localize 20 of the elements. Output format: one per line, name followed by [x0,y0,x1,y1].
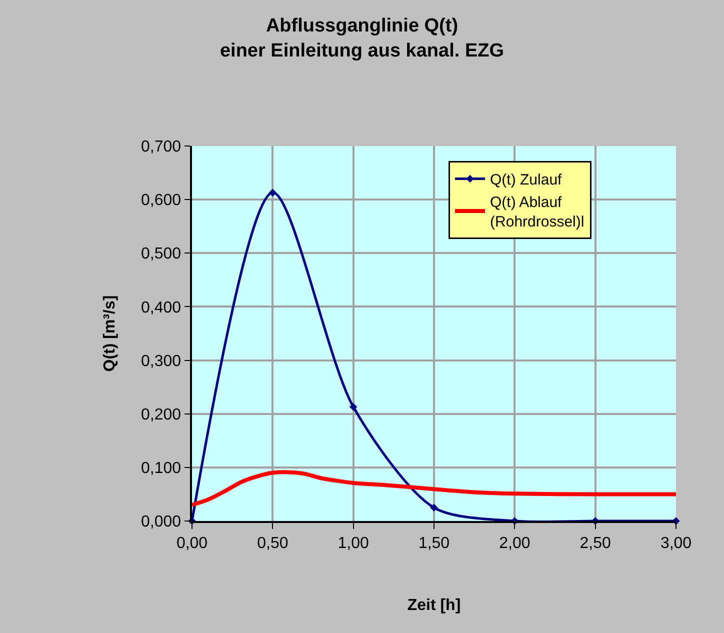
x-tick-label: 2,00 [499,534,530,552]
y-tick-label: 0,600 [141,192,182,210]
x-tick-label: 3,00 [660,534,692,552]
legend-label: Q(t) Zulauf [490,172,563,189]
legend-label: Q(t) Ablauf (Rohrdrossel)l [490,194,584,231]
x-tick-label: 0,00 [176,534,208,552]
y-axis-title: Q(t) [m³/s] [101,295,118,372]
x-tick-label: 0,50 [257,534,288,552]
x-axis-title: Zeit [h] [407,597,461,614]
y-tick-label: 0,000 [141,514,182,531]
y-tick-label: 0,500 [141,246,182,263]
x-tick-label: 2,50 [580,534,611,552]
y-tick-label: 0,400 [141,299,182,316]
y-tick-label: 0,700 [141,138,182,156]
x-tick-label: 1,50 [418,534,450,552]
y-tick-label: 0,200 [141,406,182,424]
chart-title: Abflussganglinie Q(t) einer Einleitung aus kanal. EZG [220,16,504,62]
x-tick-label: 1,00 [338,534,369,552]
y-tick-label: 0,100 [141,460,182,478]
y-tick-label: 0,300 [141,352,182,370]
